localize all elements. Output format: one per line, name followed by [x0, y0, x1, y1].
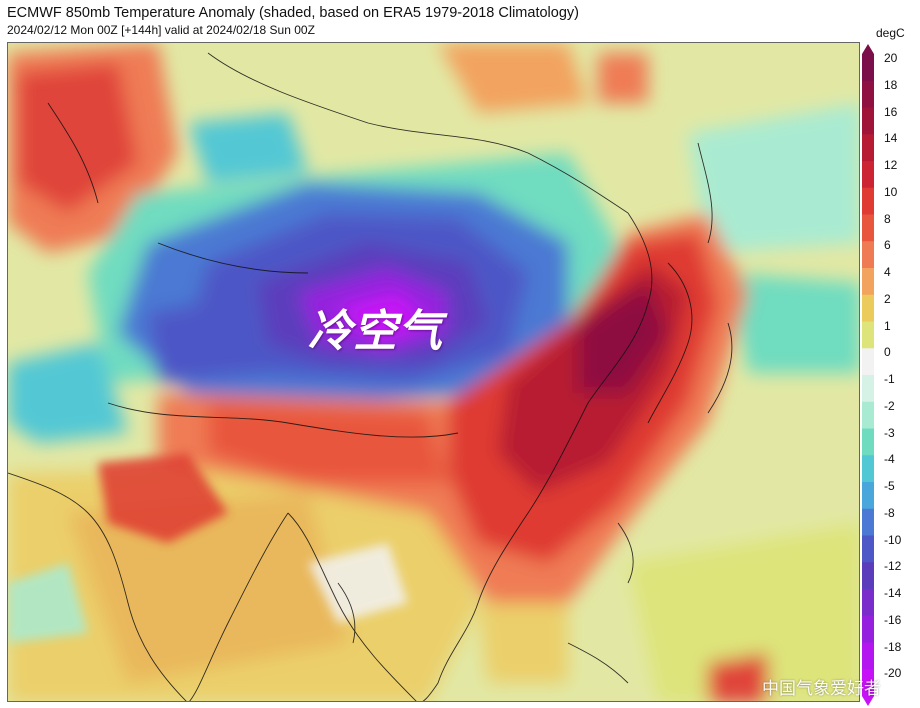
anomaly-map: 冷空气 — [7, 42, 860, 702]
colorbar-tick-label: 18 — [884, 77, 898, 92]
colorbar-tick-label: 12 — [884, 158, 898, 172]
colorbar-tick-label: -16 — [884, 612, 902, 627]
colorbar-swatch — [862, 321, 874, 349]
colorbar-swatch — [862, 214, 874, 242]
map-subtitle: 2024/02/12 Mon 00Z [+144h] valid at 2024… — [7, 23, 315, 37]
colorbar-tick-label: -10 — [884, 532, 902, 547]
colorbar: 20 18 16 14 12 10 8 6 4 2 1 0 -1 -2 -3 -4 -5 -8 -10 -12 -14-… — [862, 44, 920, 706]
colorbar-tick-label: 20 — [884, 51, 898, 65]
colorbar-tick-label: -20 — [884, 666, 902, 681]
anomaly-field — [8, 43, 859, 701]
colorbar-swatch — [862, 669, 874, 697]
colorbar-tick-label: -12 — [884, 559, 902, 574]
colorbar-tick-label: 2 — [884, 291, 891, 306]
colorbar-swatch — [862, 535, 874, 563]
cold-air-annotation: 冷空气 — [308, 306, 443, 357]
colorbar-swatch — [862, 508, 874, 536]
colorbar-swatch — [862, 562, 874, 590]
colorbar-swatch — [862, 241, 874, 269]
map-title: ECMWF 850mb Temperature Anomaly (shaded,… — [7, 5, 579, 21]
colorbar-swatch — [862, 615, 874, 643]
colorbar-swatch — [862, 589, 874, 617]
colorbar-arrow-bottom — [862, 696, 874, 706]
colorbar-tick-label: 14 — [884, 131, 898, 146]
colorbar-swatch — [862, 268, 874, 296]
colorbar-tick-label: -4 — [884, 452, 895, 467]
colorbar-tick-label: -3 — [884, 425, 895, 440]
colorbar-swatch — [862, 428, 874, 456]
colorbar-tick-label: 6 — [884, 238, 891, 253]
colorbar-unit: degC — [876, 26, 905, 40]
colorbar-swatch — [862, 161, 874, 189]
colorbar-tick-label: 16 — [884, 104, 898, 119]
colorbar-swatch — [862, 642, 874, 670]
colorbar-tick-label: -18 — [884, 639, 902, 654]
colorbar-tick-label: 4 — [884, 265, 891, 279]
colorbar-swatch — [862, 482, 874, 510]
colorbar-swatch — [862, 134, 874, 162]
colorbar-tick-label: -5 — [884, 479, 895, 493]
colorbar-tick-label: -8 — [884, 505, 895, 520]
colorbar-tick-label: 8 — [884, 211, 891, 226]
colorbar-swatches — [862, 44, 874, 706]
colorbar-swatch — [862, 54, 874, 82]
colorbar-tick-label: -2 — [884, 398, 895, 413]
colorbar-tick-label: 1 — [884, 318, 891, 333]
colorbar-swatch — [862, 348, 874, 376]
colorbar-tick-label: -1 — [884, 372, 895, 386]
colorbar-swatch — [862, 401, 874, 429]
colorbar-swatch — [862, 187, 874, 215]
colorbar-tick-label: -14 — [884, 586, 902, 600]
colorbar-swatch — [862, 375, 874, 403]
colorbar-swatch — [862, 80, 874, 108]
watermark: 中国气象爱好者 — [762, 679, 881, 699]
colorbar-swatch — [862, 455, 874, 483]
colorbar-swatch — [862, 107, 874, 135]
colorbar-swatch — [862, 294, 874, 322]
colorbar-tick-label: 0 — [884, 345, 891, 360]
colorbar-arrow-top — [862, 44, 874, 54]
colorbar-tick-label: 10 — [884, 184, 898, 199]
